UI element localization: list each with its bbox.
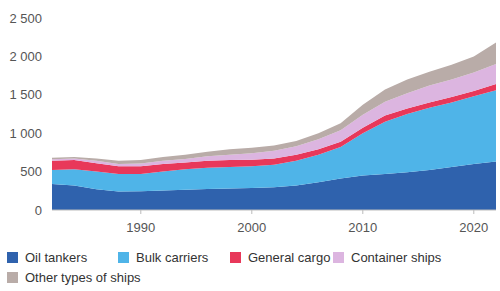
x-tick	[362, 210, 363, 214]
areas	[52, 43, 496, 210]
legend-swatch	[333, 252, 344, 263]
x-tick-label: 2000	[237, 220, 266, 235]
legend-swatch	[7, 272, 18, 283]
legend-label: Oil tankers	[25, 250, 88, 265]
legend-label: Bulk carriers	[136, 250, 209, 265]
area	[52, 43, 496, 164]
y-tick-label: 1 000	[9, 126, 42, 141]
x-tick-label: 1990	[126, 220, 155, 235]
x-tick	[251, 210, 252, 214]
x-tick-label: 2010	[348, 220, 377, 235]
legend-label: General cargo	[248, 250, 330, 265]
legend-label: Container ships	[351, 250, 442, 265]
y-tick-label: 2 000	[9, 49, 42, 64]
y-tick-label: 1 500	[9, 87, 42, 102]
legend: Oil tankers Bulk carriers General cargo Con…	[7, 250, 442, 285]
x-tick	[140, 210, 141, 214]
legend-swatch	[230, 252, 241, 263]
x-tick	[473, 210, 474, 214]
legend-swatch	[118, 252, 129, 263]
legend-label: Other types of ships	[25, 270, 141, 285]
x-tick-label: 2020	[459, 220, 488, 235]
legend-swatch	[7, 252, 18, 263]
chart: 0 500 1 000 1 500 2 000 2 500 1990 2000 2010 2020…	[0, 0, 500, 291]
y-tick-label: 0	[35, 203, 42, 218]
y-tick-label: 500	[20, 164, 42, 179]
y-tick-label: 2 500	[9, 11, 42, 26]
x-axis-line	[52, 210, 496, 211]
